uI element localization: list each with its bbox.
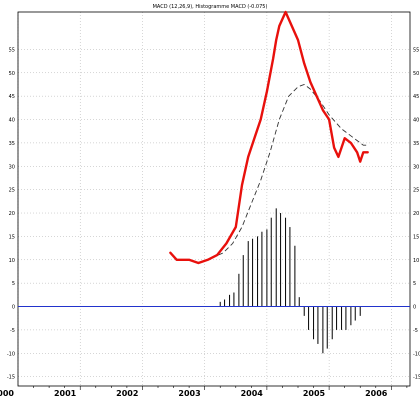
- y-tick-label-right: 20: [413, 211, 419, 217]
- y-tick-label-left: -5: [10, 328, 15, 334]
- y-tick-label-left: 35: [9, 141, 15, 147]
- axis-layer: [17, 11, 411, 390]
- signal-line: [210, 83, 368, 259]
- y-tick-label-right: 45: [413, 94, 419, 100]
- y-tick-label-left: 0: [12, 305, 15, 311]
- y-tick-label-left: 10: [9, 258, 15, 264]
- y-tick-label-left: 20: [9, 211, 15, 217]
- x-tick-label: 2001: [54, 389, 77, 398]
- y-tick-label-right: 15: [413, 234, 419, 240]
- y-tick-label-left: 30: [9, 164, 15, 170]
- y-tick-label-left: 40: [9, 118, 15, 124]
- y-tick-label-left: 45: [9, 94, 15, 100]
- x-tick-label: 2002: [116, 389, 138, 398]
- y-tick-label-right: -10: [413, 351, 420, 357]
- y-tick-label-left: 55: [9, 47, 15, 53]
- y-tick-label-right: 5: [413, 281, 416, 287]
- y-tick-label-left: 5: [12, 281, 15, 287]
- y-tick-label-left: 25: [9, 188, 15, 194]
- y-tick-label-right: 40: [413, 118, 419, 124]
- macd-line: [169, 10, 369, 265]
- series-layer: [18, 10, 410, 308]
- y-tick-label-left: -15: [7, 375, 15, 381]
- histogram-layer: [219, 208, 361, 354]
- y-tick-label-right: -5: [413, 328, 418, 334]
- x-tick-label: 2000: [0, 389, 14, 398]
- y-tick-label-left: 15: [9, 234, 15, 240]
- y-tick-label-right: 25: [413, 188, 419, 194]
- y-tick-label-right: 10: [413, 258, 419, 264]
- y-tick-label-right: 50: [413, 71, 419, 77]
- x-tick-label: 2003: [178, 389, 200, 398]
- y-tick-label-right: -15: [413, 375, 420, 381]
- y-tick-label-left: 50: [9, 71, 15, 77]
- x-tick-label: 2005: [303, 389, 326, 398]
- y-tick-label-right: 0: [413, 305, 416, 311]
- chart-title: MACD (12,26,9), Histogramme MACD (-0.075…: [153, 4, 268, 10]
- grid-layer: [17, 12, 410, 386]
- y-tick-label-right: 30: [413, 164, 419, 170]
- y-tick-label-right: 35: [413, 141, 419, 147]
- y-tick-label-right: 55: [413, 47, 419, 53]
- x-tick-label: 2004: [241, 389, 264, 398]
- y-tick-label-left: -10: [7, 351, 15, 357]
- plot-frame: [17, 11, 411, 387]
- x-tick-label: 2006: [365, 389, 388, 398]
